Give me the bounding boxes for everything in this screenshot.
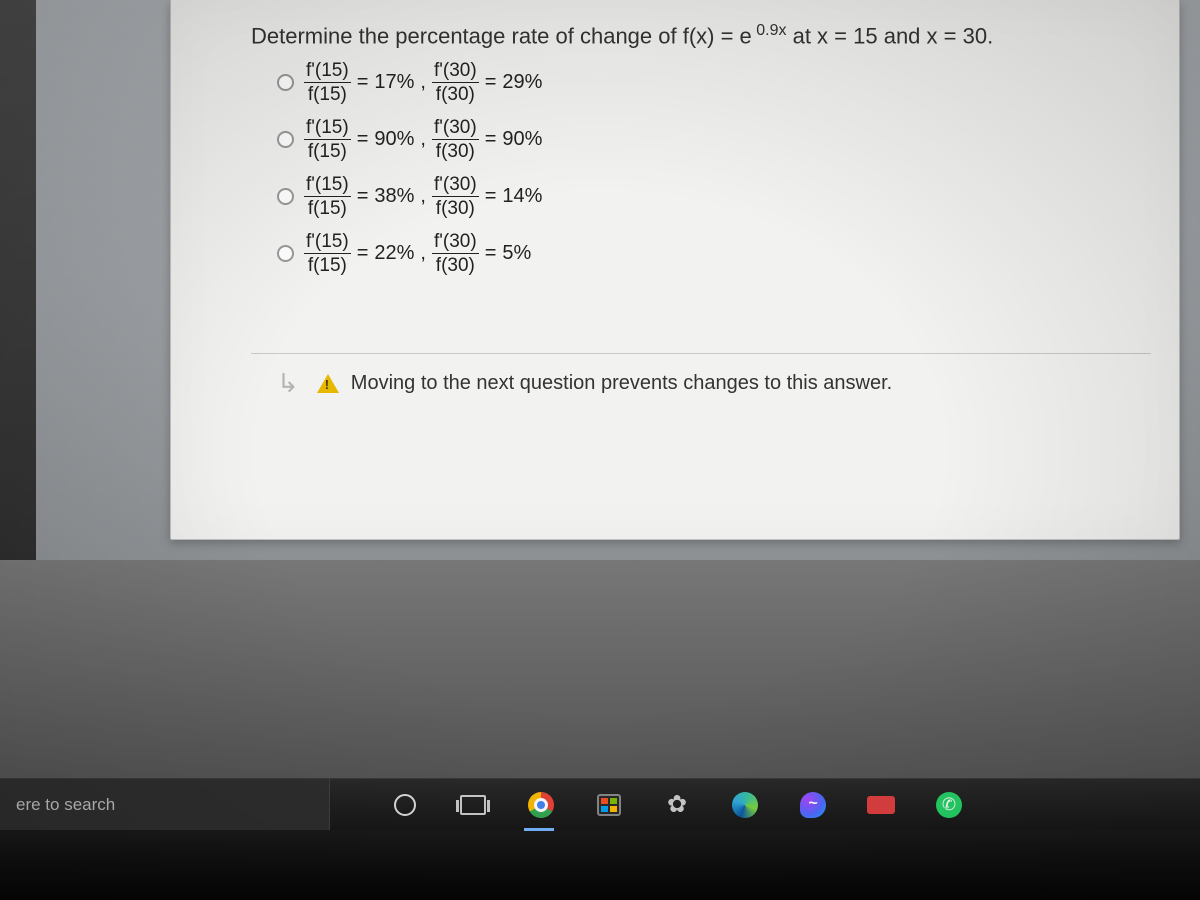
option-3[interactable]: f'(15)f(15) = 38%, f'(30)f(30) = 14% (277, 175, 1151, 218)
chrome-icon[interactable] (526, 790, 556, 820)
option-1[interactable]: f'(15)f(15) = 17%, f'(30)f(30) = 29% (277, 61, 1151, 104)
radio-icon[interactable] (277, 188, 294, 205)
taskbar[interactable]: ere to search ✿ (0, 778, 1200, 830)
ms-store-icon[interactable] (594, 790, 624, 820)
warning-row: ↳ Moving to the next question prevents c… (251, 353, 1151, 413)
option-2[interactable]: f'(15)f(15) = 90%, f'(30)f(30) = 90% (277, 118, 1151, 161)
arrow-icon: ↳ (277, 368, 299, 399)
taskbar-search[interactable]: ere to search (0, 779, 330, 830)
camera-icon[interactable] (866, 790, 896, 820)
option-2-p15: 90% (374, 128, 414, 151)
option-1-p30: 29% (502, 71, 542, 94)
warning-text: Moving to the next question prevents cha… (351, 372, 892, 395)
left-dark-strip (0, 0, 36, 560)
option-4-p15: 22% (374, 242, 414, 265)
settings-icon[interactable]: ✿ (662, 790, 692, 820)
whatsapp-icon[interactable] (934, 790, 964, 820)
option-3-p30: 14% (502, 185, 542, 208)
option-4[interactable]: f'(15)f(15) = 22%, f'(30)f(30) = 5% (277, 232, 1151, 275)
task-view-icon[interactable] (458, 790, 488, 820)
question-prefix: Determine the percentage rate of change … (251, 23, 752, 48)
question-suffix: at x = 15 and x = 30. (786, 23, 993, 48)
question-exponent: 0.9x (752, 22, 787, 39)
edge-icon[interactable] (730, 790, 760, 820)
messenger-icon[interactable] (798, 790, 828, 820)
option-2-p30: 90% (502, 128, 542, 151)
radio-icon[interactable] (277, 131, 294, 148)
option-4-p30: 5% (502, 242, 531, 265)
taskbar-icons: ✿ (330, 790, 1200, 820)
radio-icon[interactable] (277, 245, 294, 262)
option-1-p15: 17% (374, 71, 414, 94)
cortana-icon[interactable] (390, 790, 420, 820)
options-group: f'(15)f(15) = 17%, f'(30)f(30) = 29% f'(… (277, 61, 1151, 275)
screen-gap (0, 560, 1200, 778)
quiz-window: Determine the percentage rate of change … (170, 0, 1180, 540)
warning-icon (317, 374, 339, 393)
question-text: Determine the percentage rate of change … (251, 22, 1151, 49)
laptop-bezel (0, 830, 1200, 900)
option-3-p15: 38% (374, 185, 414, 208)
radio-icon[interactable] (277, 74, 294, 91)
search-text: ere to search (16, 795, 115, 815)
